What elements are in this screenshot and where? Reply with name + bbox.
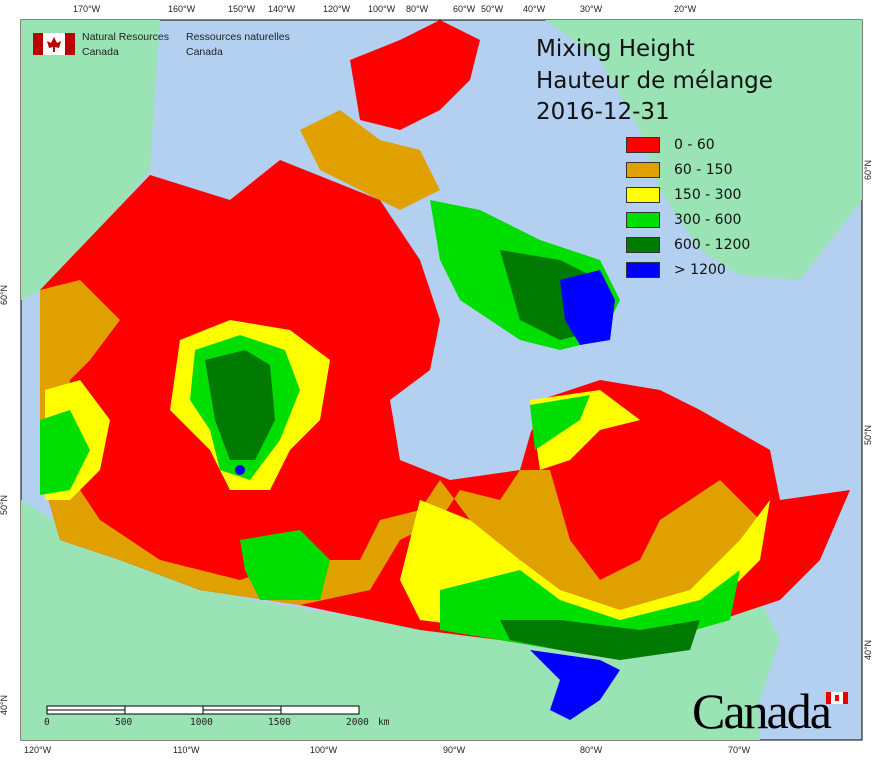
scale-label-1500: 1500	[268, 717, 291, 728]
top-tick-label: 160°W	[168, 4, 196, 14]
bottom-tick-label: 80°W	[580, 745, 603, 755]
arctic-islands	[350, 20, 480, 130]
agency-name-fr: Ressources naturelles Canada	[186, 30, 290, 60]
scale-bar	[46, 705, 360, 715]
legend-label: 60 - 150	[674, 161, 733, 178]
legend-swatch	[626, 211, 660, 228]
scale-label-500: 500	[115, 717, 133, 728]
right-tick-label: 50°N	[863, 424, 874, 446]
top-tick-label: 100°W	[368, 4, 396, 14]
legend-swatch	[626, 236, 660, 253]
top-tick-label: 120°W	[323, 4, 351, 14]
bottom-tick-label: 100°W	[310, 745, 338, 755]
zone-over-1200	[530, 650, 620, 720]
scale-label-2000: 2000	[346, 717, 369, 728]
top-tick-label: 140°W	[268, 4, 296, 14]
top-tick-label: 20°W	[674, 4, 697, 14]
legend-label: 600 - 1200	[674, 236, 751, 253]
map-title-en: Mixing Height	[536, 36, 695, 62]
zone-60-150	[300, 110, 440, 210]
zone-300-600	[40, 410, 90, 495]
agency-name-en: Natural Resources Canada	[82, 30, 169, 60]
legend-item: 150 - 300	[626, 186, 741, 203]
agency-fr-line1: Ressources naturelles	[186, 31, 290, 43]
alaska	[21, 20, 160, 300]
canada-flag-icon	[33, 33, 75, 55]
legend-swatch	[626, 161, 660, 178]
left-tick-label: 50°N	[0, 494, 10, 516]
legend-swatch	[626, 186, 660, 203]
map-title-fr: Hauteur de mélange	[536, 68, 773, 94]
map-date: 2016-12-31	[536, 99, 670, 125]
legend-item: 60 - 150	[626, 161, 733, 178]
zone-over-1200	[560, 270, 615, 345]
top-tick-label: 50°W	[481, 4, 504, 14]
top-tick-label: 150°W	[228, 4, 256, 14]
agency-en-line1: Natural Resources	[82, 31, 169, 43]
bottom-tick-label: 90°W	[443, 745, 466, 755]
bottom-tick-label: 70°W	[728, 745, 751, 755]
legend-item: 600 - 1200	[626, 236, 750, 253]
top-tick-label: 40°W	[523, 4, 546, 14]
agency-en-line2: Canada	[82, 46, 119, 58]
top-tick-label: 170°W	[73, 4, 101, 14]
legend-item: 300 - 600	[626, 211, 741, 228]
legend-item: 0 - 60	[626, 136, 715, 153]
top-tick-label: 30°W	[580, 4, 603, 14]
zone-300-600	[240, 530, 330, 600]
zone-0-60	[40, 160, 850, 660]
zone-600-1200	[205, 350, 275, 460]
zone-600-1200	[500, 620, 700, 660]
legend-label: > 1200	[674, 261, 726, 278]
greenland	[545, 20, 862, 280]
legend-swatch	[626, 261, 660, 278]
bottom-tick-label: 110°W	[173, 745, 200, 755]
agency-fr-line2: Canada	[186, 46, 223, 58]
canada-wordmark: Canada	[692, 683, 832, 739]
left-tick-label: 60°N	[0, 284, 10, 306]
right-tick-label: 40°N	[863, 639, 874, 661]
zone-300-600	[530, 395, 590, 450]
top-tick-label: 60°W	[453, 4, 476, 14]
hudson-bay	[390, 370, 540, 470]
zone-60-150	[40, 280, 760, 620]
legend-label: 150 - 300	[674, 186, 742, 203]
legend-item: > 1200	[626, 261, 726, 278]
scale-unit: km	[378, 717, 390, 728]
scale-label-0: 0	[44, 717, 50, 728]
legend-swatch	[626, 136, 660, 153]
legend-label: 300 - 600	[674, 211, 742, 228]
bottom-tick-label: 120°W	[24, 745, 52, 755]
zone-over-1200	[235, 465, 245, 475]
wordmark-flag-icon	[826, 692, 848, 704]
right-tick-label: 60°N	[863, 159, 874, 181]
top-tick-label: 80°W	[406, 4, 429, 14]
left-tick-label: 40°N	[0, 694, 10, 716]
legend-label: 0 - 60	[674, 136, 715, 153]
scale-label-1000: 1000	[190, 717, 213, 728]
